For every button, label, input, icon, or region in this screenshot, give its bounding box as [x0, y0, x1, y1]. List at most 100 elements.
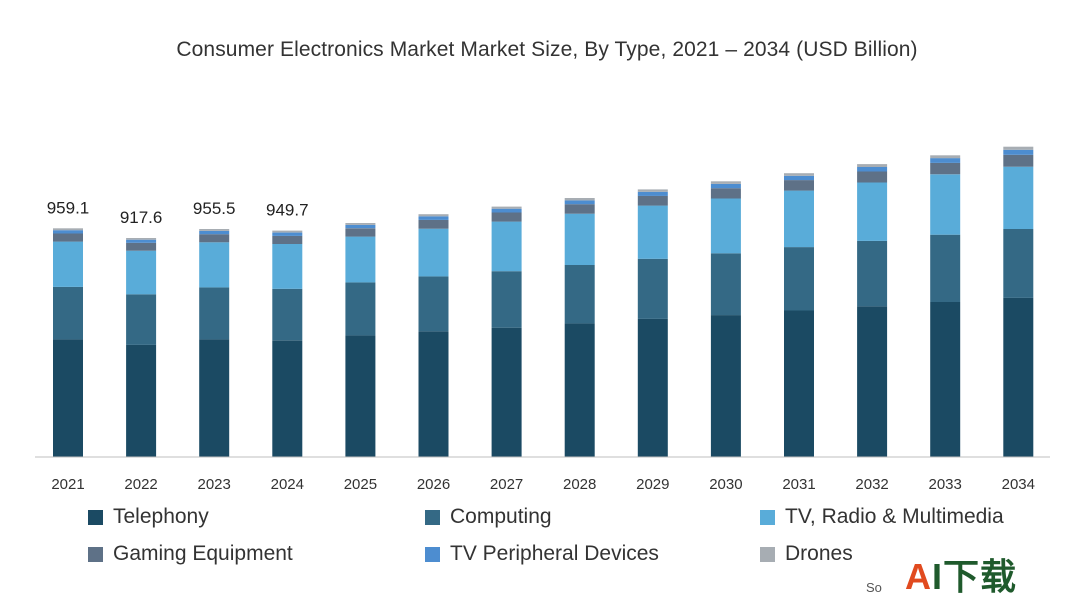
x-tick-label-2029: 2029 — [636, 476, 669, 493]
bar-segment-2032-1 — [857, 240, 888, 307]
watermark-text: AI下载 — [905, 548, 1017, 600]
bar-segment-2029-2 — [637, 205, 668, 259]
bar-segment-2031-0 — [784, 310, 814, 457]
legend-label: Drones — [785, 542, 853, 565]
bar-segment-2030-3 — [710, 188, 741, 199]
legend-label: TV Peripheral Devices — [450, 542, 659, 565]
bar-segment-2024-5 — [272, 230, 303, 233]
legend-item-3: Gaming Equipment — [88, 540, 293, 568]
legend-label: Computing — [450, 505, 552, 528]
bar-segment-2034-2 — [1003, 166, 1034, 229]
bar-segment-2029-4 — [637, 191, 668, 196]
x-tick-label-2023: 2023 — [198, 476, 231, 493]
bar-segment-2029-5 — [637, 189, 668, 192]
x-tick-label-2027: 2027 — [490, 476, 523, 493]
bar-segment-2022-2 — [126, 250, 157, 295]
bar-segment-2025-3 — [345, 228, 376, 237]
chart-title: Consumer Electronics Market Market Size,… — [176, 38, 918, 61]
legend-item-0: Telephony — [88, 503, 209, 531]
bar-segment-2029-3 — [637, 195, 668, 206]
bar-segment-2031-4 — [784, 175, 814, 181]
bar-segment-2025-1 — [345, 282, 376, 336]
bar-segment-2028-2 — [564, 213, 595, 265]
bar-segment-2028-3 — [564, 204, 595, 214]
x-tick-label-2024: 2024 — [271, 476, 304, 493]
legend-label: Gaming Equipment — [113, 542, 293, 565]
legend-swatch — [760, 546, 775, 562]
bar-segment-2030-4 — [710, 183, 741, 189]
bar-segment-2026-3 — [418, 219, 449, 229]
x-tick-label-2028: 2028 — [563, 476, 596, 493]
bar-segment-2028-0 — [564, 323, 595, 457]
bar-segment-2027-4 — [491, 208, 522, 213]
bar-segment-2033-0 — [930, 302, 961, 457]
bar-segment-2031-2 — [784, 190, 814, 248]
bar-segment-2023-4 — [199, 230, 230, 235]
bar-segment-2026-5 — [418, 214, 449, 217]
bar-segment-2022-0 — [126, 344, 157, 457]
bar-segment-2027-3 — [491, 212, 522, 222]
bar-segment-2031-5 — [784, 173, 814, 176]
bar-segment-2027-1 — [491, 271, 522, 328]
x-tick-label-2031: 2031 — [782, 476, 815, 493]
value-label-2021: 959.1 — [47, 198, 90, 217]
x-tick-label-2021: 2021 — [51, 476, 84, 493]
bar-segment-2024-4 — [272, 232, 303, 236]
x-tick-label-2032: 2032 — [855, 476, 888, 493]
legend-label: TV, Radio & Multimedia — [785, 505, 1004, 528]
bar-segment-2034-3 — [1003, 154, 1034, 167]
watermark-accent: A — [905, 556, 932, 597]
bar-segment-2028-4 — [564, 200, 595, 205]
bar-segment-2032-5 — [857, 164, 888, 167]
legend-swatch — [760, 509, 775, 525]
bar-segment-2022-3 — [126, 242, 157, 251]
bar-segment-2025-4 — [345, 224, 376, 229]
bar-segment-2034-4 — [1003, 149, 1034, 155]
bar-segment-2029-1 — [637, 258, 668, 319]
bar-segment-2032-4 — [857, 167, 888, 172]
bar-segment-2027-5 — [491, 206, 522, 209]
watermark-rest: I下载 — [932, 556, 1018, 597]
x-tick-label-2030: 2030 — [709, 476, 742, 493]
legend-item-5: Drones — [760, 540, 853, 568]
bar-segment-2030-0 — [710, 315, 741, 457]
bar-segment-2026-2 — [418, 228, 449, 277]
bar-segment-2021-1 — [53, 286, 83, 340]
watermark-logo: AI下载 — [905, 550, 1017, 598]
bar-segment-2030-1 — [710, 253, 741, 316]
bar-segment-2024-1 — [272, 288, 303, 341]
bar-segment-2027-2 — [491, 221, 522, 272]
bar-segment-2033-2 — [930, 174, 961, 235]
legend-item-4: TV Peripheral Devices — [425, 540, 659, 568]
legend-item-1: Computing — [425, 503, 552, 531]
legend-swatch — [88, 509, 103, 525]
bar-segment-2025-2 — [345, 236, 376, 283]
value-label-2024: 949.7 — [266, 201, 309, 220]
x-tick-label-2025: 2025 — [344, 476, 377, 493]
bar-segment-2033-3 — [930, 162, 961, 175]
bar-segment-2034-1 — [1003, 229, 1034, 298]
bar-segment-2025-0 — [345, 335, 376, 457]
bar-segment-2026-1 — [418, 276, 449, 332]
legend-item-2: TV, Radio & Multimedia — [760, 503, 1004, 531]
bar-segment-2024-2 — [272, 244, 303, 289]
bar-segment-2032-2 — [857, 182, 888, 241]
source-note: So — [866, 580, 882, 595]
bar-segment-2028-1 — [564, 265, 595, 324]
bar-segment-2026-4 — [418, 216, 449, 220]
x-axis-tick-labels: 2021 2022 2023 2024 2025 2026 2027 2028 2029 2030… — [51, 476, 1035, 493]
legend-swatch — [88, 546, 103, 562]
bar-segment-2025-5 — [345, 223, 376, 225]
bar-segment-2034-5 — [1003, 146, 1034, 150]
bar-segment-2029-0 — [637, 318, 668, 457]
bar-segment-2033-4 — [930, 158, 961, 163]
x-tick-label-2033: 2033 — [929, 476, 962, 493]
bar-segment-2032-3 — [857, 171, 888, 183]
total-value-labels: 959.1 917.6 955.5 949.7 — [47, 198, 309, 227]
bars-group — [53, 146, 1034, 457]
bar-segment-2030-2 — [710, 198, 741, 254]
value-label-2023: 955.5 — [193, 199, 236, 218]
bar-segment-2021-4 — [53, 230, 83, 234]
x-tick-label-2034: 2034 — [1002, 476, 1035, 493]
